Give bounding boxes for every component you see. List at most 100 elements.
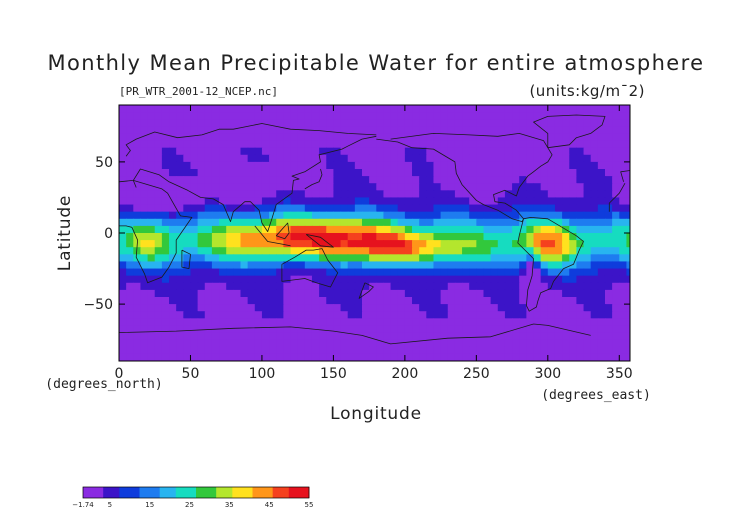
heatmap-cell — [140, 311, 149, 319]
heatmap-cell — [397, 126, 406, 135]
colorbar-swatch — [187, 487, 193, 498]
heatmap-cell — [504, 154, 513, 163]
heatmap-cell — [261, 268, 270, 277]
heatmap-cell — [297, 240, 306, 248]
heatmap-cell — [133, 140, 142, 149]
heatmap-cell — [476, 218, 485, 227]
heatmap-cell — [383, 105, 392, 113]
heatmap-cell — [597, 318, 606, 327]
heatmap-cell — [226, 325, 234, 334]
heatmap-cell — [454, 353, 463, 361]
colorbar-swatch — [300, 487, 306, 498]
heatmap-cell — [183, 218, 192, 227]
heatmap-cell — [519, 190, 527, 199]
heatmap-cell — [590, 225, 599, 234]
heatmap-cell — [290, 169, 299, 177]
heatmap-cell — [447, 261, 456, 270]
heatmap-cell — [197, 225, 206, 234]
heatmap-cell — [426, 240, 435, 248]
heatmap-cell — [469, 225, 477, 234]
heatmap-cell — [226, 211, 234, 220]
heatmap-cell — [233, 147, 242, 156]
heatmap-cell — [233, 112, 242, 120]
heatmap-cell — [533, 304, 542, 312]
heatmap-cell — [526, 254, 535, 263]
heatmap-cell — [390, 346, 399, 355]
heatmap-cell — [161, 204, 170, 213]
heatmap-cell — [540, 240, 549, 248]
heatmap-cell — [304, 325, 313, 334]
heatmap-cell — [426, 133, 435, 142]
heatmap-cell — [590, 183, 599, 191]
heatmap-cell — [197, 282, 206, 291]
heatmap-cell — [126, 332, 134, 341]
heatmap-cell — [612, 297, 620, 305]
heatmap-cell — [562, 161, 570, 170]
heatmap-cell — [469, 311, 477, 319]
heatmap-cell — [219, 211, 227, 220]
heatmap-cell — [176, 218, 184, 227]
heatmap-cell — [297, 261, 306, 270]
heatmap-cell — [390, 197, 399, 206]
heatmap-cell — [490, 247, 499, 255]
heatmap-cell — [326, 204, 335, 213]
heatmap-cell — [204, 275, 213, 284]
heatmap-cell — [211, 225, 220, 234]
heatmap-cell — [197, 154, 206, 163]
heatmap-cell — [140, 318, 149, 327]
heatmap-cell — [247, 147, 256, 156]
heatmap-cell — [576, 275, 585, 284]
heatmap-cell — [590, 140, 599, 149]
heatmap-cell — [419, 161, 427, 170]
heatmap-cell — [562, 304, 570, 312]
heatmap-cell — [576, 133, 585, 142]
heatmap-cell — [612, 289, 620, 298]
heatmap-cell — [176, 119, 184, 127]
heatmap-cell — [261, 105, 270, 113]
heatmap-cell — [311, 268, 320, 277]
heatmap-cell — [247, 211, 256, 220]
heatmap-cell — [540, 289, 549, 298]
heatmap-cell — [533, 240, 542, 248]
heatmap-cell — [497, 126, 506, 135]
heatmap-cell — [197, 197, 206, 206]
heatmap-cell — [369, 311, 377, 319]
heatmap-cell — [169, 204, 177, 213]
heatmap-cell — [204, 218, 213, 227]
heatmap-cell — [390, 133, 399, 142]
heatmap-cell — [240, 318, 249, 327]
heatmap-cell — [154, 275, 163, 284]
heatmap-cell — [397, 297, 406, 305]
heatmap-cell — [604, 211, 613, 220]
heatmap-cell — [247, 190, 256, 199]
heatmap-cell — [440, 311, 449, 319]
heatmap-cell — [176, 126, 184, 135]
heatmap-cell — [419, 133, 427, 142]
heatmap-cell — [554, 346, 563, 355]
heatmap-cell — [526, 247, 535, 255]
heatmap-cell — [247, 318, 256, 327]
heatmap-cell — [133, 204, 142, 213]
heatmap-cell — [183, 339, 192, 348]
heatmap-cell — [319, 268, 327, 277]
heatmap-cell — [269, 304, 277, 312]
heatmap-cell — [597, 332, 606, 341]
heatmap-cell — [176, 247, 184, 255]
heatmap-cell — [619, 261, 628, 270]
heatmap-cell — [512, 233, 520, 241]
heatmap-cell — [497, 161, 506, 170]
heatmap-cell — [433, 225, 442, 234]
heatmap-cell — [512, 261, 520, 270]
heatmap-cell — [147, 332, 156, 341]
heatmap-cell — [176, 176, 184, 184]
heatmap-cell — [490, 183, 499, 191]
heatmap-cell — [304, 247, 313, 255]
heatmap-cell — [369, 240, 377, 248]
heatmap-cell — [383, 261, 392, 270]
heatmap-cell — [261, 133, 270, 142]
heatmap-cell — [562, 247, 570, 255]
heatmap-cell — [576, 176, 585, 184]
heatmap-cell — [497, 233, 506, 241]
heatmap-cell — [290, 282, 299, 291]
heatmap-cell — [290, 147, 299, 156]
